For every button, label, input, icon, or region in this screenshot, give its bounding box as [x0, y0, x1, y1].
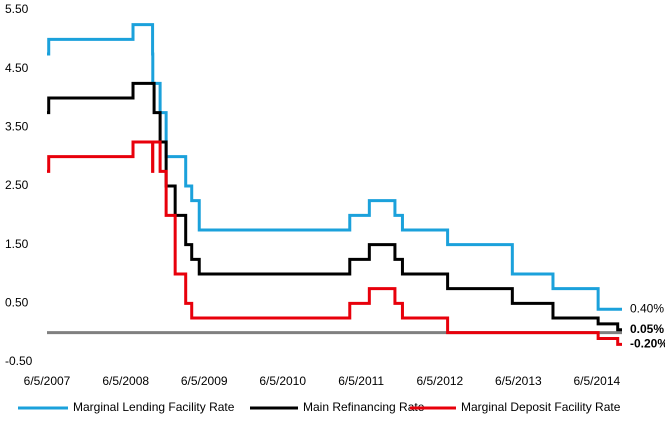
series-line	[47, 23, 622, 311]
y-tick-label: 3.50	[5, 120, 29, 134]
y-tick-label: 1.50	[5, 237, 29, 251]
x-tick-label: 6/5/2010	[259, 374, 306, 388]
legend-label: Marginal Deposit Facility Rate	[461, 400, 621, 414]
x-tick-label: 6/5/2007	[24, 374, 71, 388]
legend-label: Main Refinancing Rate	[303, 400, 425, 414]
y-tick-label: -0.50	[5, 354, 33, 368]
x-tick-label: 6/5/2013	[495, 374, 542, 388]
y-tick-label: 5.50	[5, 2, 29, 16]
legend-label: Marginal Lending Facility Rate	[73, 400, 235, 414]
x-tick-label: 6/5/2009	[181, 374, 228, 388]
end-label: 0.05%	[630, 322, 664, 336]
x-tick-label: 6/5/2014	[573, 374, 620, 388]
y-tick-label: 0.50	[5, 296, 29, 310]
end-label: -0.20%	[630, 337, 665, 351]
series-line	[47, 140, 622, 346]
x-tick-label: 6/5/2008	[102, 374, 149, 388]
x-tick-label: 6/5/2012	[417, 374, 464, 388]
end-label: 0.40%	[630, 301, 664, 315]
y-tick-label: 2.50	[5, 178, 29, 192]
x-tick-label: 6/5/2011	[338, 374, 384, 388]
y-tick-label: 4.50	[5, 61, 29, 75]
series-line	[47, 81, 622, 332]
